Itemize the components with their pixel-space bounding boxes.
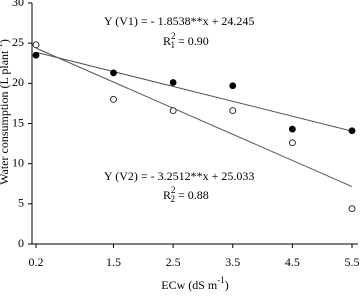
r-value: = 0.88 <box>178 188 209 202</box>
annotation-bg <box>161 188 221 205</box>
annotation-bg <box>161 34 221 51</box>
equation: Y (V2) = - 3.2512**x + 25.033 <box>104 169 254 183</box>
x-tick-label: 4.5 <box>285 255 300 269</box>
point <box>288 125 296 133</box>
axis-label-close: ) <box>225 278 229 292</box>
r-value: = 0.90 <box>178 34 209 48</box>
point <box>32 51 40 59</box>
r-squared: R2 1 = 0.90 <box>163 31 209 50</box>
trend-line <box>35 47 353 188</box>
y-tick-label: 30 <box>12 0 24 9</box>
point <box>32 41 40 49</box>
axis-label-sup: -1 <box>217 275 225 285</box>
y-tick-label: 15 <box>12 115 24 129</box>
r-sup: 2 <box>171 185 176 195</box>
r-squared: R2 2 = 0.88 <box>163 185 209 204</box>
y-tick-label: 10 <box>12 155 24 169</box>
point <box>110 96 117 103</box>
r-symbol: R <box>163 34 171 48</box>
r-symbol: R <box>163 188 171 202</box>
trend-line <box>35 51 353 132</box>
x-tick-label: 0.2 <box>29 255 44 269</box>
point <box>169 107 177 115</box>
point <box>348 205 356 213</box>
point <box>169 79 177 86</box>
y-tick-label: 0 <box>18 236 24 250</box>
equation: Y (V1) = - 1.8538**x + 24.245 <box>104 14 254 28</box>
y-tick-label: 20 <box>12 75 24 89</box>
point <box>348 127 356 135</box>
point <box>288 139 296 147</box>
point <box>110 69 117 77</box>
y-tick-label: 25 <box>12 35 24 49</box>
annotation-bg <box>102 169 310 185</box>
r-sub: 1 <box>171 40 176 50</box>
x-tick-label: 2.5 <box>166 255 181 269</box>
axis-label-sup: -1 <box>0 43 4 51</box>
x-tick-label: 3.5 <box>225 255 240 269</box>
r-sub: 2 <box>171 194 176 204</box>
x-label: ECw (dS m-1) <box>161 275 229 292</box>
point <box>229 107 237 115</box>
y-label: Water consumption (L plant-1) <box>0 39 11 185</box>
x-tick-label: 5.5 <box>345 255 360 269</box>
x-tick-label: 1.5 <box>106 255 121 269</box>
axis-label-close: ) <box>0 39 11 43</box>
axis-label-text: ECw (dS m <box>161 278 218 292</box>
point <box>229 82 237 90</box>
y-tick-label: 5 <box>18 196 24 210</box>
r-sup: 2 <box>171 31 176 41</box>
axis-label-text: Water consumption (L plant <box>0 50 11 185</box>
annotation-bg <box>102 14 310 30</box>
